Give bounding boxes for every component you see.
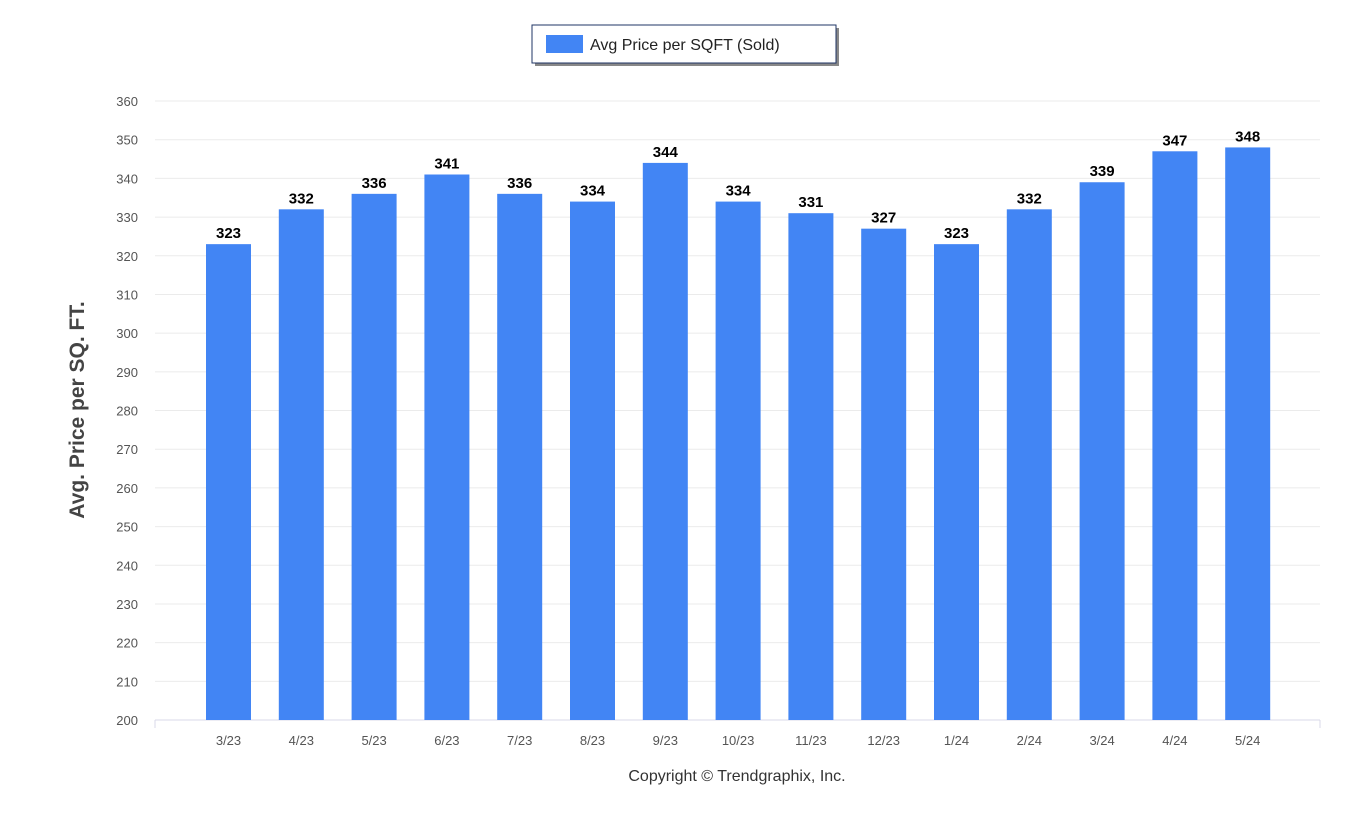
bar xyxy=(424,174,470,721)
x-tick-label: 12/23 xyxy=(867,733,900,748)
y-tick-label: 250 xyxy=(116,520,138,535)
bar-value-label: 323 xyxy=(944,225,969,242)
bar xyxy=(642,162,688,720)
bar-value-label: 323 xyxy=(216,225,241,242)
bar xyxy=(570,201,615,720)
y-tick-label: 340 xyxy=(116,171,138,186)
y-tick-label: 330 xyxy=(116,210,138,225)
bar xyxy=(1225,147,1271,721)
x-tick-label: 10/23 xyxy=(722,733,755,748)
y-axis-ticks: 200 210 220 230 240 250 260 270 280 290 300 310 320 3… xyxy=(116,94,138,728)
bar xyxy=(715,201,761,720)
bar xyxy=(788,213,834,720)
y-tick-label: 220 xyxy=(116,636,138,651)
bar-value-label: 332 xyxy=(289,190,314,207)
bar-value-label: 339 xyxy=(1090,163,1115,180)
y-tick-label: 270 xyxy=(116,442,138,457)
bar xyxy=(1079,182,1125,720)
bar-value-label: 347 xyxy=(1162,132,1187,149)
bar xyxy=(206,244,251,721)
bar-value-label: 336 xyxy=(362,175,387,192)
x-tick-label: 9/23 xyxy=(653,733,678,748)
bar xyxy=(1006,209,1052,720)
bar-value-label: 348 xyxy=(1235,128,1260,145)
bar xyxy=(934,244,979,721)
bar xyxy=(278,209,324,720)
bar-value-label: 331 xyxy=(798,194,823,211)
legend[interactable]: Avg Price per SQFT (Sold) xyxy=(531,24,839,66)
copyright-credit: Copyright © Trendgraphix, Inc. xyxy=(628,768,845,785)
bar-value-label: 334 xyxy=(726,183,752,200)
y-tick-label: 280 xyxy=(116,404,138,419)
bar xyxy=(497,193,543,721)
y-tick-label: 240 xyxy=(116,558,138,573)
bar-value-label: 341 xyxy=(434,156,459,173)
y-tick-label: 200 xyxy=(116,713,138,728)
bar-value-label: 327 xyxy=(871,210,896,227)
legend-label: Avg Price per SQFT (Sold) xyxy=(590,37,780,54)
bars xyxy=(206,147,1271,721)
x-tick-label: 4/23 xyxy=(289,733,314,748)
bar xyxy=(351,193,397,721)
y-tick-label: 300 xyxy=(116,326,138,341)
bar-value-label: 344 xyxy=(653,144,679,161)
bar-value-label: 332 xyxy=(1017,190,1042,207)
x-tick-label: 1/24 xyxy=(944,733,969,748)
x-tick-label: 7/23 xyxy=(507,733,532,748)
y-tick-label: 210 xyxy=(116,674,138,689)
x-axis-ticks: 3/23 4/23 5/23 6/23 7/23 8/23 9/23 10/23 11/23 12… xyxy=(216,733,1261,748)
y-tick-label: 350 xyxy=(116,133,138,148)
x-tick-label: 2/24 xyxy=(1017,733,1042,748)
y-tick-label: 260 xyxy=(116,481,138,496)
x-tick-label: 3/23 xyxy=(216,733,241,748)
bar xyxy=(861,228,907,720)
x-tick-label: 11/23 xyxy=(795,733,827,748)
y-tick-label: 230 xyxy=(116,597,138,612)
y-tick-label: 320 xyxy=(116,249,138,264)
legend-swatch xyxy=(546,35,583,53)
data-labels: 323 332 336 341 336 334 344 334 331 327 323 332 339 3… xyxy=(216,128,1260,242)
bar-value-label: 336 xyxy=(507,175,532,192)
bar xyxy=(1152,151,1198,720)
x-tick-label: 5/23 xyxy=(361,733,386,748)
x-tick-label: 5/24 xyxy=(1235,733,1260,748)
x-tick-label: 4/24 xyxy=(1162,733,1187,748)
y-tick-label: 290 xyxy=(116,365,138,380)
y-tick-label: 310 xyxy=(116,287,138,302)
bar-value-label: 334 xyxy=(580,183,606,200)
y-tick-label: 360 xyxy=(116,94,138,109)
x-tick-label: 6/23 xyxy=(434,733,459,748)
x-tick-label: 3/24 xyxy=(1089,733,1114,748)
x-tick-label: 8/23 xyxy=(580,733,605,748)
y-axis-label: Avg. Price per SQ. FT. xyxy=(66,301,89,518)
